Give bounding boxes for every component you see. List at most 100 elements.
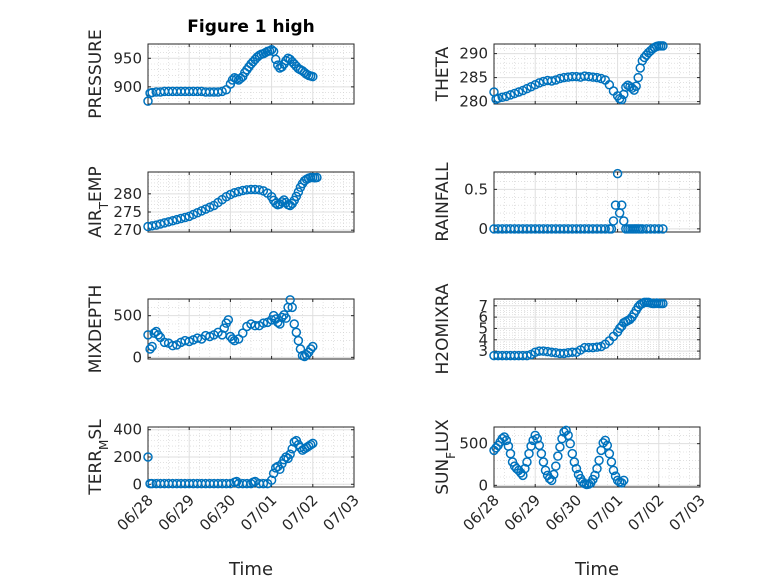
data-point: [180, 212, 190, 223]
data-point: [291, 327, 302, 338]
y-tick-label: 0.5: [464, 180, 488, 198]
data-point: [565, 438, 575, 449]
data-point: [590, 470, 600, 481]
data-point: [501, 435, 512, 446]
data-point: [312, 172, 322, 183]
data-point: [555, 442, 565, 452]
data-point: [600, 224, 610, 234]
x-tick-label: 06/28: [460, 491, 503, 534]
data-point: [266, 44, 277, 55]
data-point: [192, 333, 203, 343]
axes-frame: [493, 298, 701, 360]
x-tick-label: 06/30: [542, 491, 585, 534]
data-point: [295, 344, 306, 354]
data-point: [610, 200, 621, 210]
data-point: [520, 463, 530, 474]
y-tick-label: 500: [113, 307, 142, 325]
data-point: [163, 217, 174, 227]
y-tick-label: 285: [459, 69, 488, 87]
y-tick-label: 7: [478, 297, 488, 315]
data-point: [553, 451, 563, 461]
y-axis-label: SUNFLUX: [433, 419, 458, 495]
figure-title: Figure 1 high: [187, 17, 315, 37]
x-tick-label: 07/01: [583, 491, 626, 534]
x-axis-label: Time: [228, 559, 273, 580]
data-point: [155, 219, 166, 229]
data-point: [619, 475, 629, 486]
y-tick-label: 270: [113, 221, 142, 239]
y-tick-label: 0: [132, 348, 142, 366]
data-point: [227, 334, 238, 344]
data-point: [561, 425, 571, 436]
data-point: [308, 71, 318, 82]
data-point: [518, 470, 528, 481]
y-tick-label: 0: [132, 475, 142, 493]
data-point: [621, 82, 631, 92]
data-point: [569, 457, 580, 467]
data-point: [509, 88, 520, 99]
y-tick-label: 275: [113, 203, 142, 221]
data-point: [608, 465, 619, 476]
data-point: [289, 319, 300, 329]
subplot-8: 0 500SUNFLUX06/2806/2906/3007/0107/0207/0…: [433, 419, 709, 580]
data-point: [546, 76, 557, 86]
x-tick-label: 06/29: [155, 491, 198, 534]
axes-frame: [493, 43, 701, 105]
data-point: [285, 449, 295, 460]
data-point: [308, 438, 318, 449]
y-tick-label: 280: [459, 93, 488, 111]
data-point: [275, 319, 285, 329]
y-tick-label: 950: [113, 49, 142, 67]
y-axis-label: TERRMSL: [86, 419, 111, 496]
y-axis-label: MIXDEPTH: [86, 285, 106, 374]
y-tick-label: 280: [113, 185, 142, 203]
data-point: [592, 72, 602, 83]
y-tick-label: 500: [459, 435, 488, 453]
x-tick-label: 07/03: [320, 491, 363, 534]
y-axis-label: RAINFALL: [433, 162, 453, 242]
y-tick-label: 3: [478, 342, 488, 360]
data-point: [293, 335, 304, 346]
data-point: [538, 457, 549, 467]
data-point: [536, 448, 547, 459]
data-point: [231, 476, 242, 487]
data-point: [633, 72, 643, 83]
data-point: [540, 465, 551, 476]
data-point: [258, 318, 269, 328]
data-point: [571, 463, 582, 474]
data-point: [654, 224, 664, 234]
data-point: [305, 344, 316, 354]
data-point: [250, 320, 260, 331]
data-point: [608, 216, 619, 226]
data-point: [592, 463, 602, 474]
data-point: [308, 341, 318, 352]
data-point: [612, 168, 623, 179]
data-point: [254, 185, 264, 195]
data-point: [229, 187, 240, 198]
data-point: [594, 455, 604, 466]
y-axis-label: AIRTEMP: [86, 166, 111, 237]
y-tick-label: 0: [478, 220, 488, 238]
y-tick-label: 200: [113, 448, 142, 466]
x-tick-label: 06/29: [501, 491, 544, 534]
data-point: [551, 75, 561, 85]
data-point: [281, 55, 291, 66]
data-point: [551, 461, 561, 471]
data-point: [159, 218, 170, 228]
data-point: [172, 214, 182, 225]
data-point: [616, 478, 627, 488]
subplot-7: 0 200 400TERRMSL06/2806/2906/3007/0107/020…: [86, 419, 363, 580]
data-point: [143, 452, 153, 462]
y-axis-label: H2OMIXRA: [433, 283, 453, 374]
data-point: [548, 469, 559, 480]
x-tick-label: 07/03: [666, 491, 709, 534]
data-point: [534, 440, 545, 451]
data-point: [522, 350, 532, 361]
data-point: [658, 224, 668, 234]
y-tick-label: 4: [478, 331, 488, 349]
y-tick-label: 290: [459, 45, 488, 63]
data-point: [602, 440, 613, 451]
